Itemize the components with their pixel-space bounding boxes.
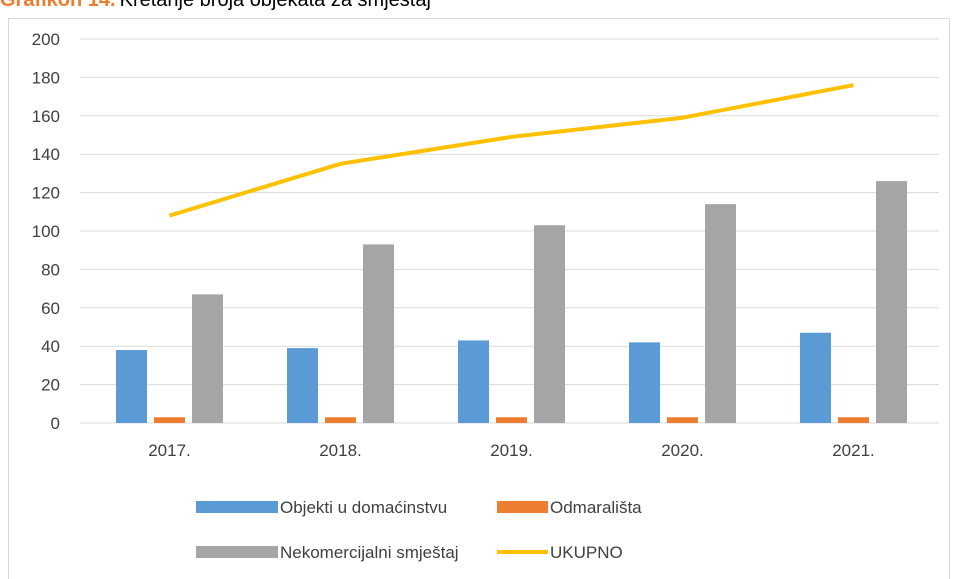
legend-label: UKUPNO — [550, 543, 623, 562]
legend-swatch — [196, 501, 278, 513]
bar — [838, 417, 869, 423]
x-tick-label: 2017. — [148, 441, 191, 460]
chart-heading: Grafikon 14. Kretanje broja objekata za s… — [0, 0, 431, 11]
bar — [192, 294, 223, 423]
x-tick-label: 2019. — [490, 441, 533, 460]
y-tick-label: 200 — [32, 30, 60, 49]
chart-title: Kretanje broja objekata za smještaj — [120, 0, 431, 11]
line-series — [168, 83, 854, 218]
y-tick-label: 80 — [41, 260, 60, 279]
bar — [496, 417, 527, 423]
legend-swatch — [196, 546, 278, 558]
legend-label: Objekti u domaćinstvu — [280, 498, 447, 517]
y-tick-label: 60 — [41, 299, 60, 318]
bar — [154, 417, 185, 423]
x-tick-label: 2020. — [661, 441, 704, 460]
y-tick-label: 180 — [32, 68, 60, 87]
legend-label: Nekomercijalni smještaj — [280, 543, 459, 562]
y-tick-label: 0 — [51, 414, 60, 433]
x-tick-label: 2021. — [832, 441, 875, 460]
bar — [287, 348, 318, 423]
title-prefix: Grafikon 14. — [0, 0, 116, 11]
legend-label: Odmarališta — [550, 498, 642, 517]
bar — [667, 417, 698, 423]
bar — [534, 225, 565, 423]
y-tick-label: 160 — [32, 107, 60, 126]
bar — [458, 340, 489, 423]
bar — [629, 342, 660, 423]
chart-frame — [8, 18, 950, 579]
y-tick-label: 120 — [32, 184, 60, 203]
bar — [325, 417, 356, 423]
y-tick-label: 140 — [32, 145, 60, 164]
bar — [705, 204, 736, 423]
bar — [800, 332, 831, 423]
y-tick-label: 20 — [41, 376, 60, 395]
bar — [876, 181, 907, 423]
legend-swatch — [497, 501, 548, 513]
y-tick-label: 100 — [32, 222, 60, 241]
x-tick-label: 2018. — [319, 441, 362, 460]
y-tick-label: 40 — [41, 337, 60, 356]
bar — [116, 350, 147, 423]
bar — [363, 244, 394, 423]
